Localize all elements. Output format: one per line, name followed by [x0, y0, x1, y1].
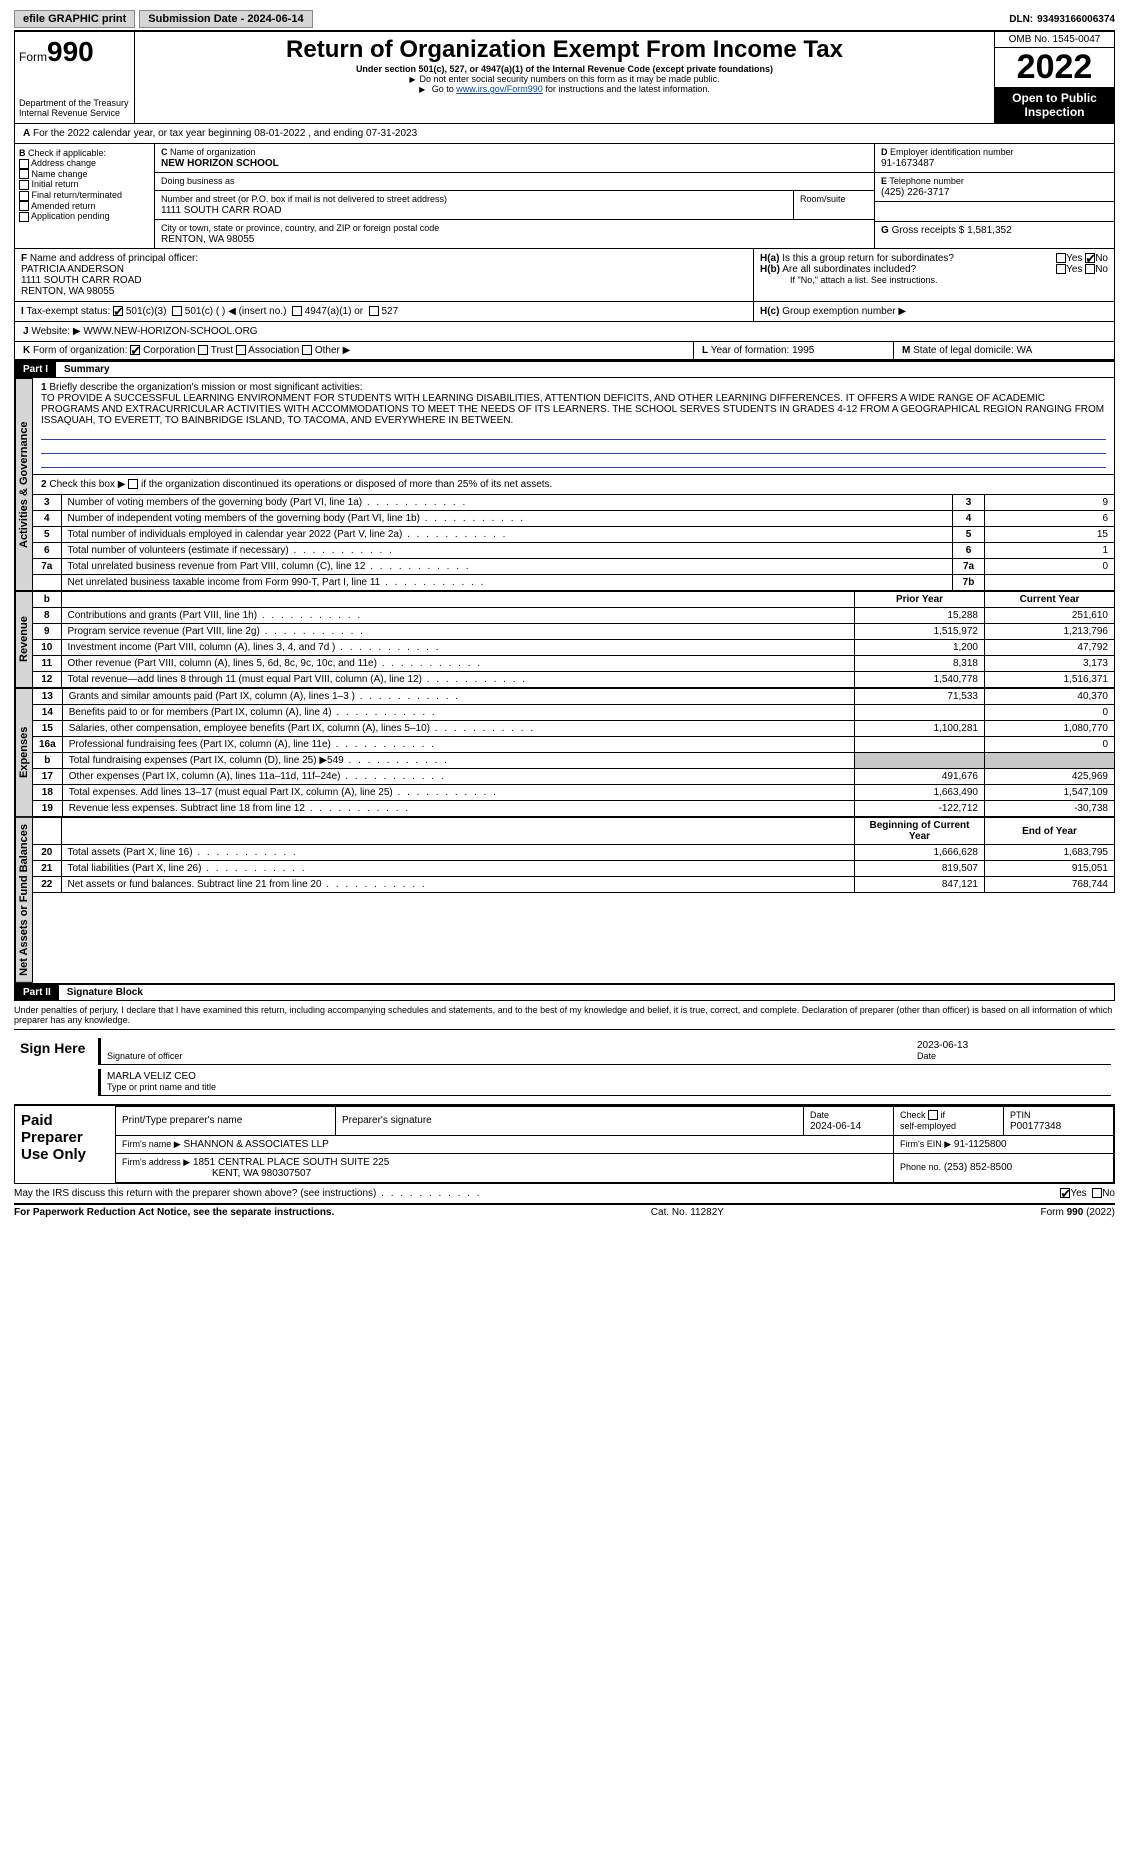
irs-link[interactable]: www.irs.gov/Form990 — [456, 84, 543, 94]
chk-name-change[interactable] — [19, 169, 29, 179]
chk-discuss-yes[interactable] — [1060, 1188, 1070, 1198]
chk-501c3[interactable] — [113, 306, 123, 316]
firm-address: 1851 CENTRAL PLACE SOUTH SUITE 225 — [193, 1157, 389, 1168]
mission-text: TO PROVIDE A SUCCESSFUL LEARNING ENVIRON… — [41, 393, 1104, 426]
table-net-assets: Beginning of Current YearEnd of Year 20T… — [33, 817, 1115, 893]
top-bar: efile GRAPHIC print Submission Date - 20… — [14, 10, 1115, 28]
row-a-tax-year: A For the 2022 calendar year, or tax yea… — [14, 124, 1115, 144]
ptin: P00177348 — [1010, 1121, 1061, 1132]
dln-label: DLN: — [1009, 14, 1033, 25]
chk-assoc[interactable] — [236, 345, 246, 355]
org-name: NEW HORIZON SCHOOL — [161, 158, 279, 169]
gross-receipts: 1,581,352 — [967, 225, 1012, 236]
chk-ha-yes[interactable] — [1056, 253, 1066, 263]
sign-here-label: Sign Here — [14, 1030, 94, 1104]
part1-header: Part ISummary — [14, 360, 1115, 378]
dln-value: 93493166006374 — [1037, 14, 1115, 25]
chk-app-pending[interactable] — [19, 212, 29, 222]
sidebar-expenses: Expenses — [15, 688, 33, 817]
firm-ein: 91-1125800 — [954, 1139, 1007, 1150]
efile-print-button[interactable]: efile GRAPHIC print — [14, 10, 135, 28]
discuss-row: May the IRS discuss this return with the… — [14, 1184, 1115, 1205]
sidebar-activities-governance: Activities & Governance — [15, 378, 33, 591]
principal-officer: F Name and address of principal officer:… — [15, 249, 754, 301]
chk-discuss-no[interactable] — [1092, 1188, 1102, 1198]
footer: For Paperwork Reduction Act Notice, see … — [14, 1205, 1115, 1220]
signature-date: 2023-06-13 — [917, 1040, 968, 1051]
chk-hb-yes[interactable] — [1056, 264, 1066, 274]
submission-date-button[interactable]: Submission Date - 2024-06-14 — [139, 10, 312, 28]
year-formation: 1995 — [792, 345, 814, 356]
table-expenses: 13Grants and similar amounts paid (Part … — [33, 688, 1115, 817]
form-title: Return of Organization Exempt From Incom… — [143, 36, 986, 64]
chk-final-return[interactable] — [19, 191, 29, 201]
street-address: 1111 SOUTH CARR ROAD — [161, 205, 282, 216]
tax-year: 2022 — [995, 48, 1114, 87]
officer-name-title: MARLA VELIZ CEO — [107, 1071, 196, 1082]
paid-preparer-label: Paid Preparer Use Only — [15, 1106, 115, 1183]
chk-4947[interactable] — [292, 306, 302, 316]
chk-discontinued[interactable] — [128, 479, 138, 489]
form-number: Form990 — [19, 36, 130, 68]
dept-treasury: Department of the Treasury Internal Reve… — [19, 98, 130, 118]
subtitle-1: Under section 501(c), 527, or 4947(a)(1)… — [143, 64, 986, 74]
chk-self-employed[interactable] — [928, 1110, 938, 1120]
chk-hb-no[interactable] — [1085, 264, 1095, 274]
table-activities-governance: 3Number of voting members of the governi… — [33, 494, 1115, 591]
city-state-zip: RENTON, WA 98055 — [161, 234, 254, 245]
perjury-declaration: Under penalties of perjury, I declare th… — [14, 1001, 1115, 1030]
chk-other[interactable] — [302, 345, 312, 355]
chk-501c[interactable] — [172, 306, 182, 316]
firm-phone: (253) 852-8500 — [944, 1162, 1012, 1173]
sidebar-revenue: Revenue — [15, 591, 33, 688]
subtitle-3: Go to www.irs.gov/Form990 for instructio… — [143, 84, 986, 94]
chk-initial-return[interactable] — [19, 180, 29, 190]
table-revenue: bPrior YearCurrent Year 8Contributions a… — [33, 591, 1115, 688]
chk-amended[interactable] — [19, 201, 29, 211]
table-paid-preparer: Print/Type preparer's name Preparer's si… — [115, 1106, 1114, 1183]
ein: 91-1673487 — [881, 158, 934, 169]
website: WWW.NEW-HORIZON-SCHOOL.ORG — [83, 326, 257, 337]
signature-officer-line[interactable]: Signature of officer — [101, 1038, 911, 1065]
open-to-public: Open to Public Inspection — [995, 87, 1114, 123]
sidebar-net-assets: Net Assets or Fund Balances — [15, 817, 33, 983]
col-b-checkboxes: B Check if applicable: Address change Na… — [15, 144, 155, 248]
chk-address-change[interactable] — [19, 159, 29, 169]
chk-corp[interactable] — [130, 345, 140, 355]
firm-name: SHANNON & ASSOCIATES LLP — [183, 1139, 328, 1150]
chk-527[interactable] — [369, 306, 379, 316]
state-domicile: WA — [1017, 345, 1033, 356]
entity-block: B Check if applicable: Address change Na… — [14, 144, 1115, 249]
form-header: Form990 Department of the Treasury Inter… — [14, 30, 1115, 124]
chk-ha-no[interactable] — [1085, 253, 1095, 263]
chk-trust[interactable] — [198, 345, 208, 355]
subtitle-2: Do not enter social security numbers on … — [143, 74, 986, 84]
part2-header: Part IISignature Block — [14, 983, 1115, 1001]
telephone: (425) 226-3717 — [881, 187, 949, 198]
omb-number: OMB No. 1545-0047 — [995, 32, 1114, 48]
